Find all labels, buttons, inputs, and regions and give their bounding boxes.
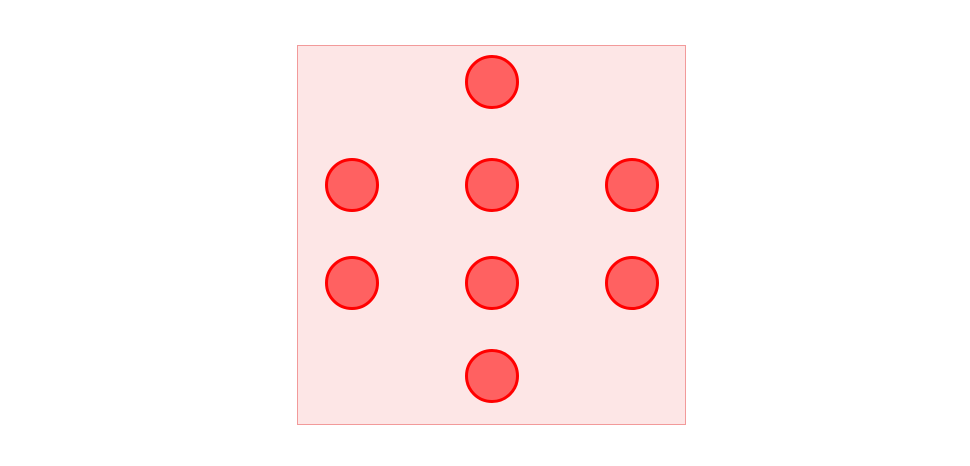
dot-bottom (465, 349, 519, 403)
dot-row3-right (605, 256, 659, 310)
dot-row3-center (465, 256, 519, 310)
dot-row2-center (465, 158, 519, 212)
dot-row3-left (325, 256, 379, 310)
dot-row2-left (325, 158, 379, 212)
dot-row2-right (605, 158, 659, 212)
dot-top (465, 55, 519, 109)
